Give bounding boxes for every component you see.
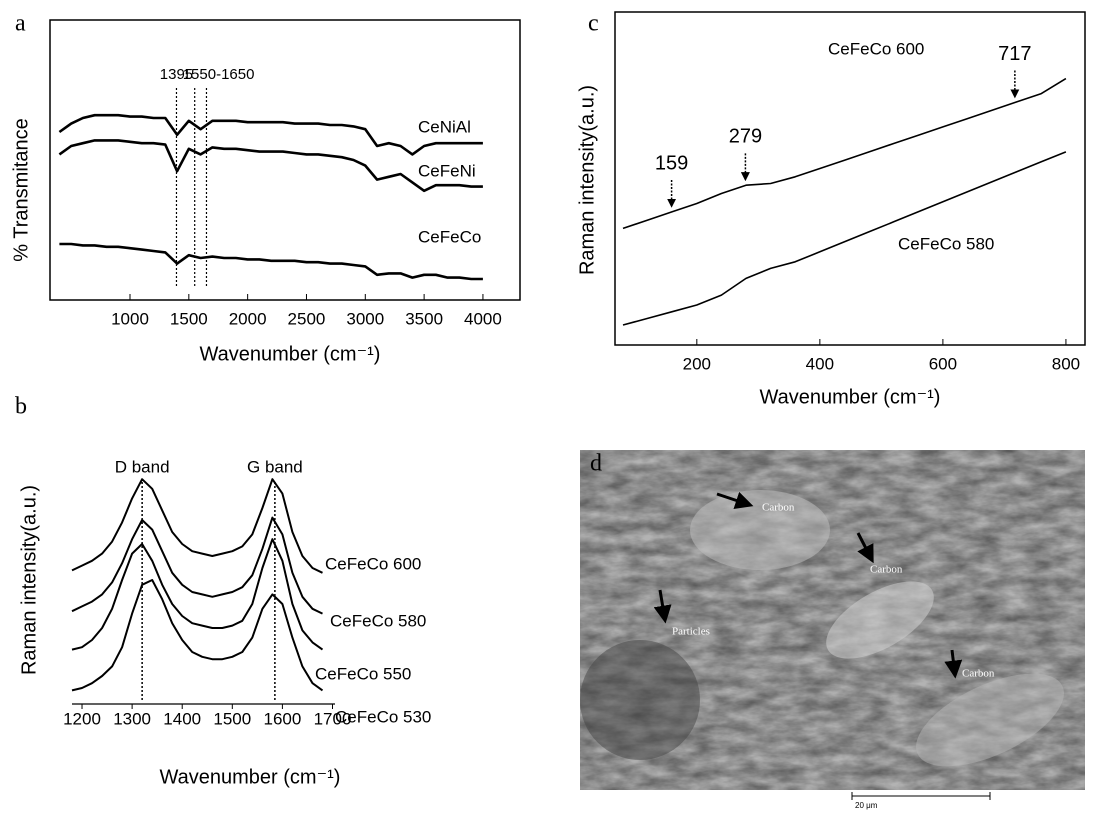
x-tick-label: 600: [929, 354, 957, 373]
series-line: [71, 538, 324, 651]
series-label: CeFeCo 530: [335, 707, 431, 726]
x-tick-label: 1200: [63, 709, 101, 728]
series-line: [71, 579, 324, 692]
series-line: [71, 516, 323, 615]
series-label: CeFeCo 550: [315, 664, 411, 683]
sem-label: Carbon: [870, 564, 903, 576]
series-label: CeFeCo 600: [828, 39, 924, 58]
series-line: [71, 478, 323, 574]
x-tick-label: 3000: [346, 309, 384, 328]
x-tick-label: 1500: [213, 709, 251, 728]
series-label: CeFeNi: [418, 161, 476, 180]
x-tick-label: 800: [1052, 354, 1080, 373]
series-line: [58, 139, 483, 193]
scale-bar-label: 20 μm: [855, 801, 878, 810]
peak-label: 159: [655, 152, 688, 174]
series-label: CeFeCo 580: [898, 234, 994, 253]
series-line: [58, 113, 483, 156]
panel-letter: c: [588, 11, 599, 37]
panel-letter: a: [15, 11, 26, 37]
x-tick-label: 1700: [314, 709, 352, 728]
series-line: [622, 151, 1067, 326]
panel-letter: d: [590, 451, 602, 477]
x-axis-label: Wavenumber (cm⁻¹): [200, 343, 381, 365]
y-axis-label: % Transmitance: [10, 118, 32, 261]
sem-label: Particles: [672, 626, 710, 638]
plot-frame: [49, 19, 521, 301]
band-label: D band: [115, 457, 170, 476]
x-tick-label: 200: [683, 354, 711, 373]
series-label: CeFeCo 580: [330, 611, 426, 630]
sem-label: Carbon: [962, 668, 995, 680]
x-tick-label: 1400: [163, 709, 201, 728]
series-label: CeFeCo 600: [325, 554, 421, 573]
series-label: CeFeCo: [418, 227, 481, 246]
panel-letter: b: [15, 394, 27, 420]
y-axis-label: Raman intensity(a.u.): [576, 85, 598, 275]
marker-label: 1550-1650: [183, 66, 255, 83]
x-tick-label: 1600: [263, 709, 301, 728]
plot-frame: [614, 11, 1086, 346]
x-axis-label: Wavenumber (cm⁻¹): [160, 766, 341, 788]
x-tick-label: 2000: [229, 309, 267, 328]
y-axis-label: Raman intensity(a.u.): [18, 485, 40, 675]
marker-label: 1395: [160, 66, 193, 83]
sem-label: Carbon: [762, 502, 795, 514]
series-line: [59, 242, 483, 281]
x-tick-label: 1500: [170, 309, 208, 328]
peak-label: 717: [998, 43, 1031, 65]
peak-label: 279: [729, 126, 762, 148]
x-tick-label: 2500: [288, 309, 326, 328]
x-tick-label: 1300: [113, 709, 151, 728]
sem-image: Carbon Carbon Particles Carbon 20 μm: [580, 450, 1085, 818]
x-axis-label: Wavenumber (cm⁻¹): [760, 386, 941, 408]
series-line: [622, 77, 1067, 230]
x-tick-label: 400: [806, 354, 834, 373]
series-label: CeNiAl: [418, 117, 471, 136]
x-tick-label: 3500: [405, 309, 443, 328]
x-tick-label: 4000: [464, 309, 502, 328]
x-tick-label: 1000: [111, 309, 149, 328]
band-label: G band: [247, 457, 303, 476]
